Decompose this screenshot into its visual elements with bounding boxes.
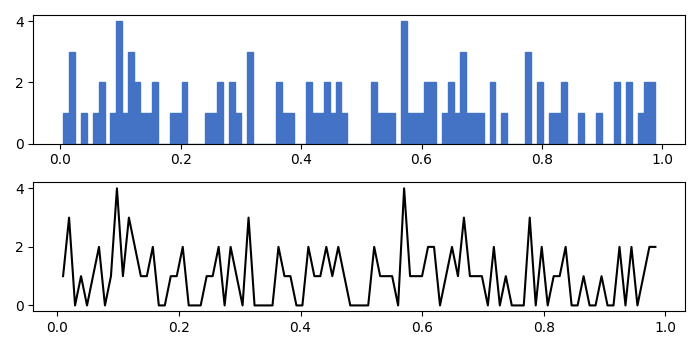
Bar: [638, 113, 643, 144]
Bar: [561, 83, 566, 144]
Bar: [122, 113, 128, 144]
Bar: [389, 113, 395, 144]
Bar: [643, 83, 650, 144]
Bar: [525, 52, 531, 144]
Bar: [181, 83, 188, 144]
Bar: [312, 113, 318, 144]
Bar: [335, 83, 342, 144]
Bar: [442, 113, 448, 144]
Bar: [477, 113, 484, 144]
Bar: [448, 83, 454, 144]
Bar: [169, 113, 176, 144]
Bar: [330, 113, 335, 144]
Bar: [371, 83, 377, 144]
Bar: [650, 83, 655, 144]
Bar: [99, 83, 104, 144]
Bar: [176, 113, 181, 144]
Bar: [596, 113, 602, 144]
Bar: [111, 113, 116, 144]
Bar: [140, 113, 146, 144]
Bar: [276, 83, 282, 144]
Bar: [501, 113, 508, 144]
Bar: [549, 113, 554, 144]
Bar: [377, 113, 383, 144]
Bar: [152, 83, 158, 144]
Bar: [342, 113, 347, 144]
Bar: [466, 113, 472, 144]
Bar: [419, 113, 424, 144]
Bar: [229, 83, 235, 144]
Bar: [460, 52, 466, 144]
Bar: [407, 113, 412, 144]
Bar: [472, 113, 477, 144]
Bar: [128, 52, 134, 144]
Bar: [288, 113, 294, 144]
Bar: [63, 113, 69, 144]
Bar: [306, 83, 312, 144]
Bar: [282, 113, 288, 144]
Bar: [400, 21, 407, 144]
Bar: [92, 113, 99, 144]
Bar: [81, 113, 87, 144]
Bar: [454, 113, 460, 144]
Bar: [235, 113, 241, 144]
Bar: [246, 52, 253, 144]
Bar: [318, 113, 323, 144]
Bar: [383, 113, 389, 144]
Bar: [116, 21, 122, 144]
Bar: [424, 83, 430, 144]
Bar: [146, 113, 152, 144]
Bar: [578, 113, 584, 144]
Bar: [205, 113, 211, 144]
Bar: [554, 113, 561, 144]
Bar: [217, 83, 223, 144]
Bar: [412, 113, 419, 144]
Bar: [430, 83, 436, 144]
Bar: [626, 83, 631, 144]
Bar: [537, 83, 542, 144]
Bar: [614, 83, 620, 144]
Bar: [323, 83, 330, 144]
Bar: [69, 52, 75, 144]
Bar: [489, 83, 496, 144]
Bar: [211, 113, 217, 144]
Bar: [134, 83, 140, 144]
